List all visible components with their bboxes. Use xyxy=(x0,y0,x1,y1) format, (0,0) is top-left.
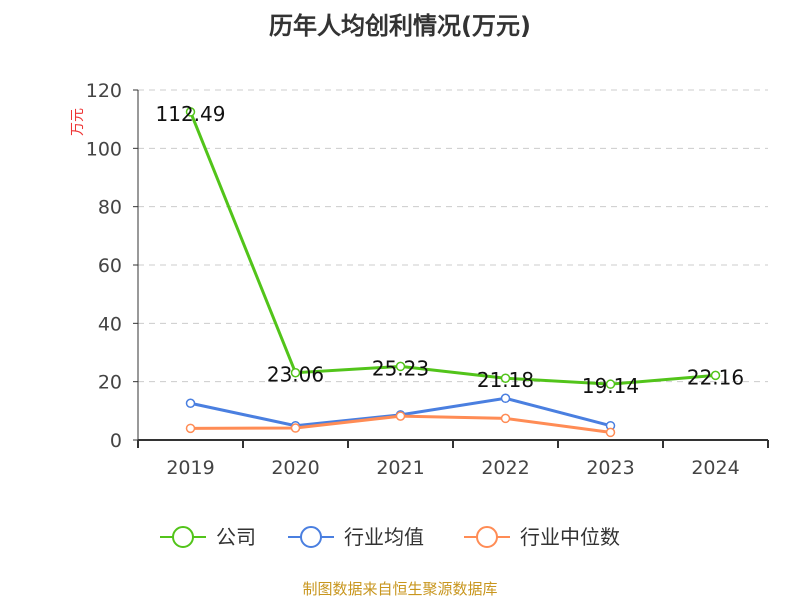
data-label: 22.16 xyxy=(687,365,744,389)
y-tick-label: 0 xyxy=(110,430,122,452)
data-point xyxy=(710,370,721,381)
x-tick-label: 2024 xyxy=(691,457,739,479)
legend-marker xyxy=(172,526,194,548)
data-label: 23.06 xyxy=(267,363,324,387)
data-point xyxy=(290,367,301,378)
data-point xyxy=(500,393,511,404)
legend-label: 公司 xyxy=(216,525,256,549)
legend-marker xyxy=(300,526,322,548)
data-label: 21.18 xyxy=(477,368,534,392)
source-note: 制图数据来自恒生聚源数据库 xyxy=(302,580,498,598)
x-tick-label: 2022 xyxy=(481,457,529,479)
data-label: 25.23 xyxy=(372,356,429,380)
data-point xyxy=(605,379,616,389)
data-point xyxy=(185,107,196,117)
data-point xyxy=(605,427,616,438)
y-tick-label: 100 xyxy=(86,138,122,160)
data-point xyxy=(500,373,511,383)
data-point xyxy=(395,411,406,421)
x-tick-label: 2023 xyxy=(586,457,634,479)
x-tick-label: 2020 xyxy=(271,457,319,479)
legend-marker xyxy=(476,526,498,548)
x-tick-label: 2019 xyxy=(166,457,214,479)
y-axis-label: 万元 xyxy=(70,108,86,136)
data-point xyxy=(500,413,511,424)
series-line xyxy=(189,111,716,386)
data-label: 112.49 xyxy=(156,102,226,126)
data-point xyxy=(185,398,196,408)
y-tick-label: 80 xyxy=(98,197,122,219)
chart-title: 历年人均创利情况(万元) xyxy=(269,12,531,40)
legend-label: 行业均值 xyxy=(344,525,424,549)
x-tick-label: 2021 xyxy=(376,457,424,479)
y-tick-label: 20 xyxy=(98,372,122,394)
legend-label: 行业中位数 xyxy=(520,525,620,549)
data-point xyxy=(395,361,406,372)
data-point xyxy=(290,423,301,433)
y-tick-label: 40 xyxy=(98,313,122,335)
data-label: 19.14 xyxy=(582,374,639,398)
y-tick-label: 60 xyxy=(98,255,122,277)
data-point xyxy=(185,423,196,434)
y-tick-label: 120 xyxy=(86,80,122,102)
